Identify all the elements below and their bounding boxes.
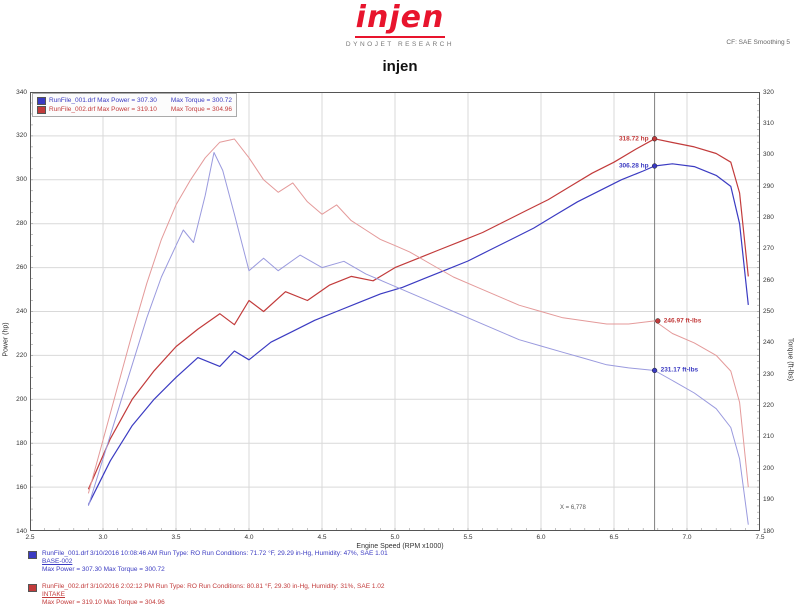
header: injen DYNOJET RESEARCH injen CF: SAE Smo… xyxy=(0,0,800,88)
torque-axis-tick-label: 320 xyxy=(763,88,774,96)
power-axis-tick-label: 160 xyxy=(16,483,27,491)
legend-run2-file: RunFile_002.drf xyxy=(49,106,96,114)
legend-run1-max-power: Max Power = 307.30 xyxy=(97,97,157,104)
footer-run2: RunFile_002.drf 3/10/2016 2:02:12 PM Run… xyxy=(28,583,788,607)
legend-run1-file: RunFile_001.drf xyxy=(49,97,96,104)
x-axis-tick-label: 7.5 xyxy=(755,534,765,541)
torque-axis-tick-label: 270 xyxy=(763,245,774,253)
footer-run2-name-link[interactable]: INTAKE xyxy=(42,591,65,598)
x-axis-tick-label: 3.0 xyxy=(98,534,108,541)
legend-run2-max-power: Max Power = 319.10 xyxy=(97,106,157,114)
footer-run1: RunFile_001.drf 3/10/2016 10:08:46 AM Ru… xyxy=(28,550,788,574)
cursor-rpm-readout: X = 6,778 xyxy=(560,505,586,511)
legend-run2-max-torque: Max Torque = 304.96 xyxy=(170,106,233,114)
torque-axis-tick-label: 280 xyxy=(763,213,774,221)
legend-row-run1: RunFile_001.drf Max Power = 307.30 Max To… xyxy=(37,96,232,105)
footer-run1-conditions: RunFile_001.drf 3/10/2016 10:08:46 AM Ru… xyxy=(42,550,388,557)
x-axis-tick-label: 5.0 xyxy=(390,534,400,541)
rpm-axis-title: Engine Speed (RPM x1000) xyxy=(356,543,444,550)
footer-run2-maxes: Max Power = 319.10 Max Torque = 304.96 xyxy=(42,599,165,606)
power-axis-title: Power (hp) xyxy=(2,322,10,357)
correction-smoothing-note: CF: SAE Smoothing 5 xyxy=(726,39,790,46)
x-axis-tick-label: 4.0 xyxy=(244,534,254,541)
torque-axis-tick-label: 180 xyxy=(763,527,774,535)
logo-swoosh-icon xyxy=(355,36,445,38)
footer-run2-conditions: RunFile_002.drf 3/10/2016 2:02:12 PM Run… xyxy=(42,583,385,590)
dyno-chart: 2.5 3.0 3.5 4.0 4.5 5.0 5.5 6.0 6.5 7.0 7.5 340 320 3… xyxy=(0,88,800,551)
x-axis-tick-label: 6.5 xyxy=(609,534,619,541)
legend-row-run2: RunFile_002.drf Max Power = 319.10 Max To… xyxy=(37,105,232,114)
x-axis-tick-label: 4.5 xyxy=(317,534,327,541)
torque-axis-tick-label: 260 xyxy=(763,276,774,284)
run1-color-swatch xyxy=(37,96,46,105)
injen-logo: injen xyxy=(355,0,445,35)
footer-run1-name-link[interactable]: BASE-002 xyxy=(42,558,73,565)
footer-run1-maxes: Max Power = 307.30 Max Torque = 300.72 xyxy=(42,566,165,573)
torque-axis-tick-label: 210 xyxy=(763,433,774,441)
power-axis-tick-label: 200 xyxy=(16,395,27,403)
power-axis-tick-label: 320 xyxy=(16,132,27,140)
curve xyxy=(87,138,749,490)
legend-run1-max-torque: Max Torque = 300.72 xyxy=(170,97,233,104)
power-axis-tick-label: 340 xyxy=(16,88,27,96)
curve xyxy=(87,138,749,494)
x-axis-tick-label: 2.5 xyxy=(25,534,35,541)
x-axis-tick-label: 6.0 xyxy=(536,534,546,541)
power-axis-tick-label: 180 xyxy=(16,439,27,447)
dynojet-tagline: DYNOJET RESEARCH xyxy=(345,41,455,48)
curve xyxy=(87,163,749,505)
torque-axis-tick-label: 190 xyxy=(763,496,774,504)
power-axis-tick-label: 300 xyxy=(16,176,27,184)
power-axis-tick-label: 140 xyxy=(16,527,27,535)
curve xyxy=(87,152,749,525)
power-axis-tick-label: 260 xyxy=(16,264,27,272)
torque-axis-tick-label: 300 xyxy=(763,151,774,159)
torque-axis-tick-label: 200 xyxy=(763,464,774,472)
footer-run2-swatch xyxy=(28,584,37,592)
x-axis-tick-label: 5.5 xyxy=(463,534,473,541)
torque-axis-tick-label: 290 xyxy=(763,182,774,190)
footer-run1-swatch xyxy=(28,551,37,559)
page-title: injen xyxy=(382,58,418,75)
x-axis-tick-label: 3.5 xyxy=(171,534,181,541)
torque-axis-tick-label: 310 xyxy=(763,119,774,127)
power-axis-tick-label: 280 xyxy=(16,220,27,228)
torque-axis-title: Torque (ft-lbs) xyxy=(786,337,794,382)
x-axis-tick-label: 7.0 xyxy=(682,534,692,541)
plot-area xyxy=(30,92,760,531)
legend-box: RunFile_001.drf Max Power = 307.30 Max To… xyxy=(32,93,238,118)
run2-color-swatch xyxy=(37,105,46,114)
